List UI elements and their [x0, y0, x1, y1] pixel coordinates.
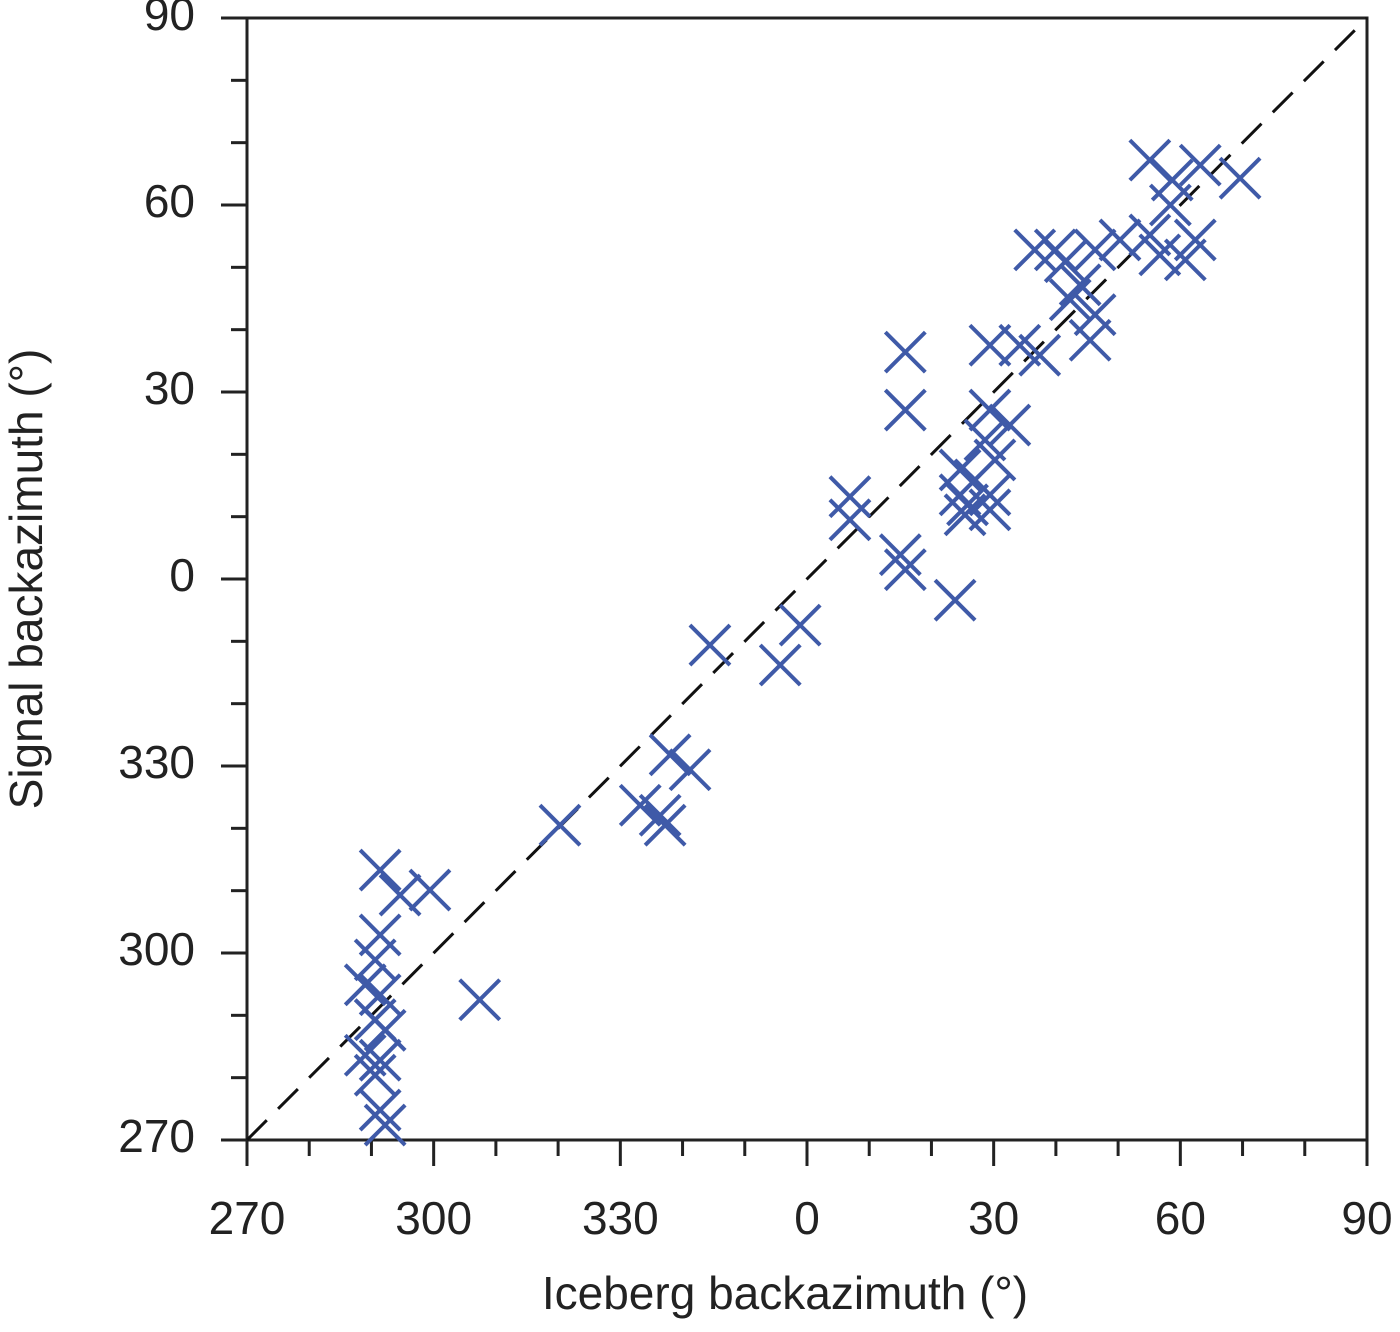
point	[668, 748, 712, 792]
y-tick-label: 90	[144, 0, 195, 40]
point	[363, 1008, 407, 1052]
point	[963, 418, 1007, 462]
point	[1033, 228, 1077, 272]
point	[968, 323, 1012, 367]
point	[638, 793, 682, 837]
y-tick-label: 270	[118, 1110, 195, 1162]
y-tick-label: 60	[144, 175, 195, 227]
y-tick-label: 30	[144, 362, 195, 414]
point	[933, 578, 977, 622]
point	[883, 388, 927, 432]
point	[358, 848, 402, 892]
y-axis-label: Signal backazimuth (°)	[0, 349, 52, 810]
point	[1018, 333, 1062, 377]
point	[358, 1088, 402, 1132]
point	[943, 493, 987, 537]
point	[883, 548, 927, 592]
point	[1048, 278, 1092, 322]
point	[1073, 228, 1117, 272]
point	[1068, 318, 1112, 362]
point	[358, 913, 402, 957]
point	[458, 978, 502, 1022]
point	[828, 475, 872, 519]
point	[878, 533, 922, 577]
point	[1138, 233, 1182, 277]
point	[998, 323, 1042, 367]
point	[1148, 183, 1192, 227]
point	[343, 1033, 387, 1077]
point	[988, 403, 1032, 447]
y-tick-label: 0	[169, 549, 195, 601]
point	[643, 803, 687, 847]
point	[1098, 218, 1142, 262]
x-tick-label: 330	[582, 1192, 659, 1244]
point	[1173, 218, 1217, 262]
point	[353, 1053, 397, 1097]
point	[758, 643, 802, 687]
point	[358, 973, 402, 1017]
point	[1073, 293, 1117, 337]
point	[938, 448, 982, 492]
x-tick-label: 0	[794, 1192, 820, 1244]
y-tick-label: 300	[118, 923, 195, 975]
point	[1178, 143, 1222, 187]
point	[408, 868, 452, 912]
point	[618, 783, 662, 827]
point	[358, 1038, 402, 1082]
reference-line	[245, 16, 1369, 1142]
point	[968, 488, 1012, 532]
point	[968, 473, 1012, 517]
x-axis-label: Iceberg backazimuth (°)	[542, 1267, 1028, 1319]
point	[688, 623, 732, 667]
point	[353, 938, 397, 982]
point	[1218, 156, 1262, 200]
point	[778, 603, 822, 647]
x-tick-label: 60	[1155, 1192, 1206, 1244]
plot-frame	[245, 16, 1369, 1142]
point	[363, 1103, 407, 1147]
point	[648, 733, 692, 777]
x-tick-label: 30	[968, 1192, 1019, 1244]
x-tick-label: 300	[395, 1192, 472, 1244]
x-tick-label: 90	[1341, 1192, 1392, 1244]
point	[538, 803, 582, 847]
point	[1163, 238, 1207, 282]
point	[883, 330, 927, 374]
point	[378, 873, 422, 917]
y-tick-label: 330	[118, 736, 195, 788]
point	[828, 498, 872, 542]
point	[1013, 228, 1057, 272]
x-tick-label: 270	[209, 1192, 286, 1244]
